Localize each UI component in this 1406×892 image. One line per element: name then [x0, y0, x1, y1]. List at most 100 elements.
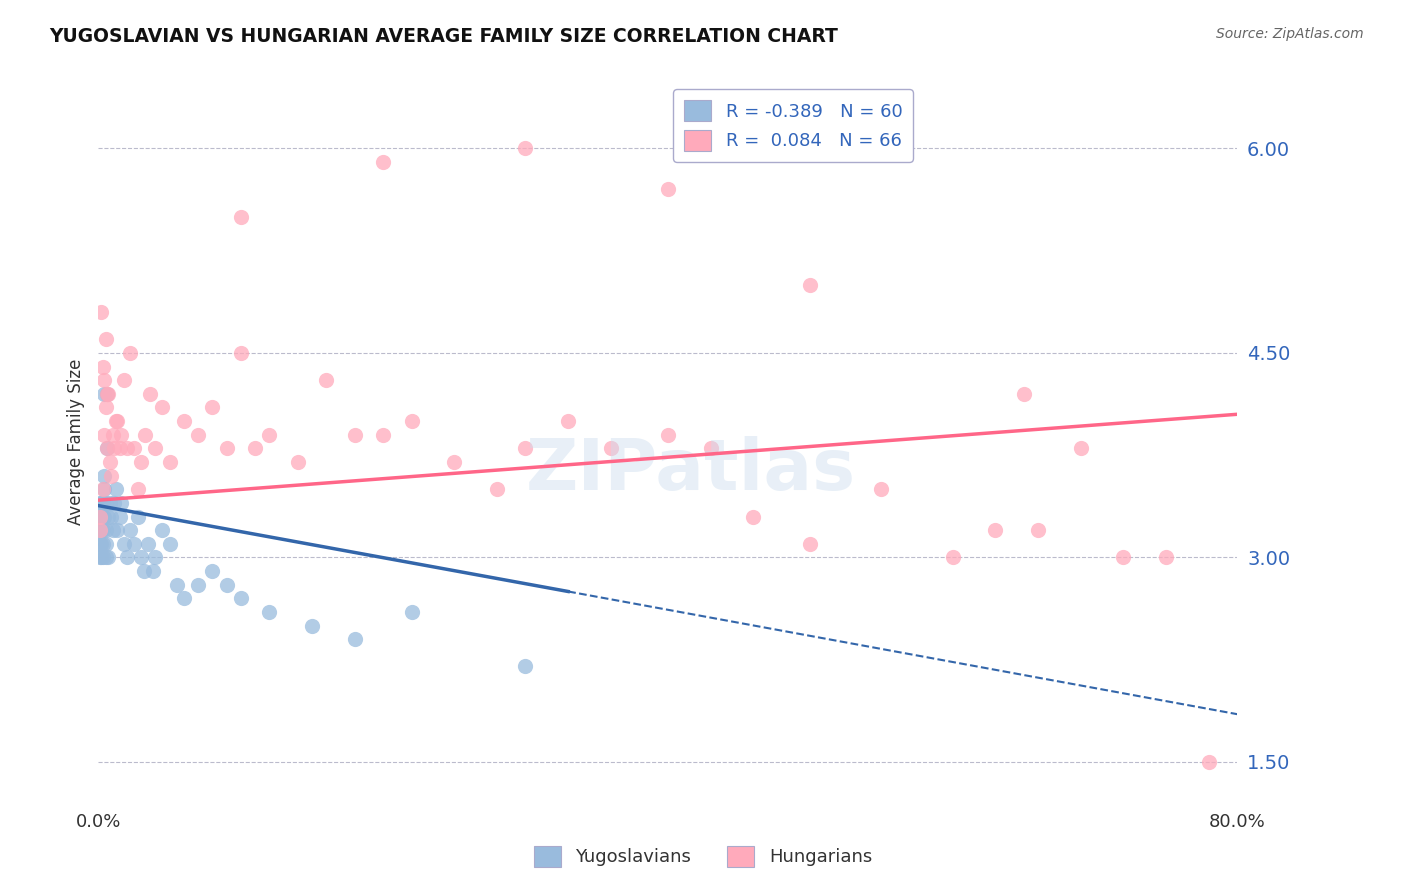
Point: [91, 509, 114, 524]
Point: [742, 509, 765, 524]
Point: [152, 523, 174, 537]
Point: [90, 509, 112, 524]
Point: [97, 387, 120, 401]
Point: [89, 537, 111, 551]
Point: [557, 414, 579, 428]
Point: [287, 455, 309, 469]
Point: [122, 537, 145, 551]
Point: [94, 332, 117, 346]
Point: [259, 427, 281, 442]
Point: [118, 523, 141, 537]
Point: [96, 387, 118, 401]
Point: [600, 442, 623, 456]
Point: [129, 455, 152, 469]
Point: [159, 537, 181, 551]
Point: [173, 414, 195, 428]
Point: [93, 482, 115, 496]
Point: [105, 523, 128, 537]
Point: [401, 605, 423, 619]
Point: [100, 509, 122, 524]
Point: [515, 659, 537, 673]
Point: [118, 346, 141, 360]
Point: [96, 387, 118, 401]
Point: [657, 182, 679, 196]
Point: [984, 523, 1007, 537]
Point: [110, 496, 132, 510]
Point: [132, 564, 155, 578]
Point: [401, 414, 423, 428]
Point: [215, 577, 238, 591]
Point: [315, 373, 337, 387]
Point: [89, 523, 111, 537]
Point: [97, 550, 120, 565]
Point: [1026, 523, 1049, 537]
Point: [89, 496, 111, 510]
Point: [799, 537, 821, 551]
Point: [94, 537, 117, 551]
Point: [108, 442, 131, 456]
Point: [1154, 550, 1177, 565]
Point: [90, 550, 112, 565]
Point: [93, 387, 115, 401]
Point: [942, 550, 965, 565]
Point: [138, 387, 160, 401]
Point: [93, 509, 115, 524]
Point: [89, 523, 111, 537]
Point: [443, 455, 465, 469]
Point: [94, 550, 117, 565]
Legend: Yugoslavians, Hungarians: Yugoslavians, Hungarians: [527, 838, 879, 874]
Point: [94, 496, 117, 510]
Point: [104, 482, 127, 496]
Point: [870, 482, 893, 496]
Point: [343, 632, 366, 647]
Point: [104, 414, 127, 428]
Point: [127, 482, 149, 496]
Point: [515, 141, 537, 155]
Point: [94, 523, 117, 537]
Point: [134, 427, 156, 442]
Legend: R = -0.389   N = 60, R =  0.084   N = 66: R = -0.389 N = 60, R = 0.084 N = 66: [673, 89, 912, 161]
Point: [90, 523, 112, 537]
Text: YUGOSLAVIAN VS HUNGARIAN AVERAGE FAMILY SIZE CORRELATION CHART: YUGOSLAVIAN VS HUNGARIAN AVERAGE FAMILY …: [49, 27, 838, 45]
Point: [103, 442, 125, 456]
Point: [343, 427, 366, 442]
Point: [486, 482, 509, 496]
Point: [699, 442, 721, 456]
Point: [103, 496, 125, 510]
Point: [89, 509, 111, 524]
Point: [93, 468, 115, 483]
Point: [112, 373, 135, 387]
Text: Source: ZipAtlas.com: Source: ZipAtlas.com: [1216, 27, 1364, 41]
Point: [94, 401, 117, 415]
Point: [101, 523, 124, 537]
Point: [1012, 387, 1035, 401]
Point: [108, 509, 131, 524]
Point: [91, 537, 114, 551]
Point: [96, 442, 118, 456]
Point: [1112, 550, 1135, 565]
Point: [105, 414, 128, 428]
Point: [657, 427, 679, 442]
Point: [187, 577, 209, 591]
Point: [229, 346, 252, 360]
Point: [115, 442, 138, 456]
Point: [229, 591, 252, 606]
Point: [127, 509, 149, 524]
Point: [90, 496, 112, 510]
Point: [89, 550, 111, 565]
Point: [1070, 442, 1092, 456]
Point: [136, 537, 159, 551]
Point: [91, 550, 114, 565]
Point: [173, 591, 195, 606]
Point: [229, 210, 252, 224]
Point: [91, 359, 114, 374]
Point: [515, 442, 537, 456]
Point: [201, 564, 224, 578]
Point: [129, 550, 152, 565]
Point: [159, 455, 181, 469]
Point: [98, 455, 121, 469]
Point: [89, 509, 111, 524]
Text: ZIPatlas: ZIPatlas: [526, 436, 856, 505]
Point: [90, 523, 112, 537]
Point: [215, 442, 238, 456]
